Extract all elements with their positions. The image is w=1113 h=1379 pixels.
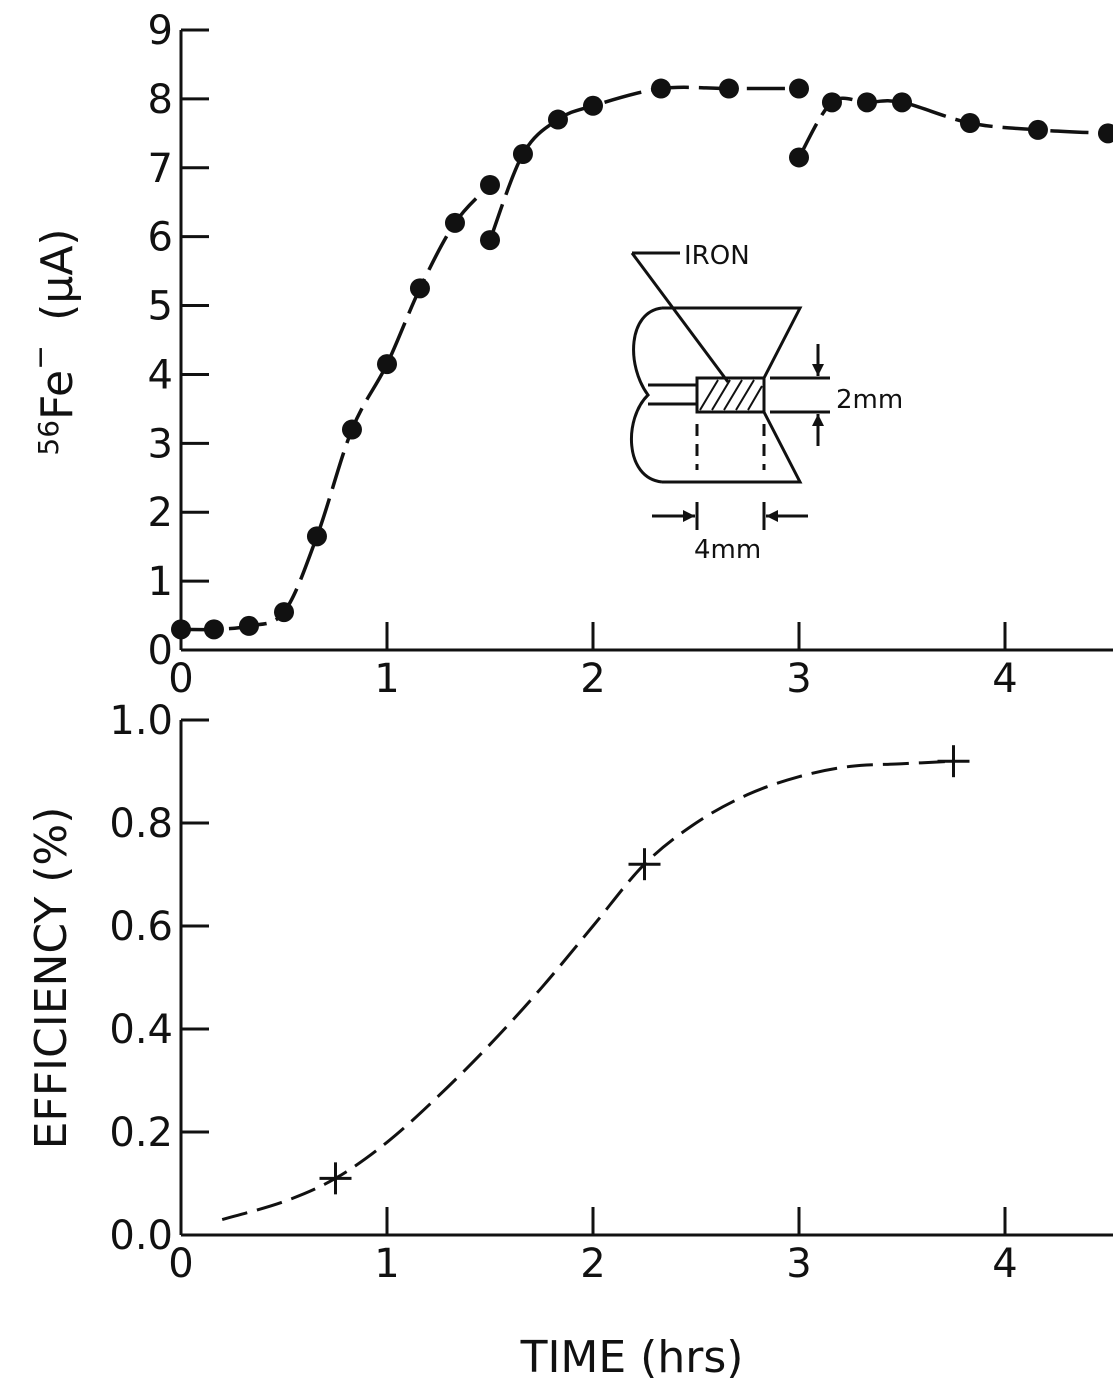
top-x-tick-label: 0 bbox=[168, 656, 193, 702]
bottom-data-points bbox=[319, 745, 970, 1195]
bottom-y-axis-label: EFFICIENCY (%) bbox=[26, 807, 77, 1150]
inset-arrowheads bbox=[683, 364, 824, 522]
top-data-point bbox=[444, 212, 465, 233]
top-data-point bbox=[480, 175, 500, 195]
top-data-point bbox=[856, 92, 877, 113]
top-y-tick-label: 9 bbox=[148, 8, 173, 54]
inset-hatching bbox=[699, 379, 763, 411]
top-chart: 0 1 2 3 4 5 6 7 8 9 0 1 2 3 4 56Fe−(µA) bbox=[23, 8, 1113, 702]
top-data-point bbox=[650, 78, 671, 99]
top-x-tick-label: 3 bbox=[786, 656, 811, 702]
inset-width-label: 4mm bbox=[694, 535, 761, 565]
top-data-point bbox=[238, 615, 259, 636]
top-y-tick-label: 7 bbox=[148, 146, 173, 192]
inset-iron-leader bbox=[630, 252, 730, 383]
top-data-point bbox=[512, 144, 533, 164]
top-y-tick-label: 5 bbox=[148, 284, 173, 330]
inset-gap-label: 2mm bbox=[836, 385, 903, 415]
top-curve-segment bbox=[797, 96, 1109, 159]
top-curve-segment bbox=[488, 85, 799, 241]
bottom-axes: 0.0 0.2 0.4 0.6 0.8 1.0 0 1 2 3 4 bbox=[109, 698, 1113, 1287]
top-data-point bbox=[409, 278, 430, 299]
top-y-tick-label: 6 bbox=[148, 215, 173, 261]
top-data-point bbox=[1027, 119, 1048, 140]
inset-rod-loop bbox=[630, 306, 663, 484]
inset-iron-insert bbox=[695, 376, 766, 414]
top-curve-segment bbox=[180, 183, 492, 632]
top-x-tick-label: 2 bbox=[580, 656, 605, 702]
top-data-point bbox=[789, 147, 809, 168]
top-x-tick-label: 4 bbox=[992, 656, 1017, 702]
top-y-tick-label: 1 bbox=[148, 559, 173, 605]
x-axis-label: TIME (hrs) bbox=[520, 1332, 744, 1379]
top-y-axis-label: 56Fe−(µA) bbox=[23, 228, 83, 455]
bottom-dashed-curve bbox=[221, 759, 954, 1221]
top-data-point bbox=[480, 230, 500, 251]
bottom-curve-path bbox=[221, 759, 954, 1221]
bottom-y-tick-label: 0.6 bbox=[109, 904, 173, 950]
top-axes: 0 1 2 3 4 5 6 7 8 9 0 1 2 3 4 bbox=[148, 8, 1113, 702]
bottom-x-tick-label: 1 bbox=[374, 1241, 399, 1287]
inset-diagram bbox=[630, 251, 830, 530]
top-data-point bbox=[547, 109, 568, 130]
bottom-x-tick-label: 2 bbox=[580, 1241, 605, 1287]
top-data-point bbox=[821, 92, 842, 113]
bottom-x-tick-label: 4 bbox=[992, 1241, 1017, 1287]
bottom-x-tick-label: 0 bbox=[168, 1241, 193, 1287]
top-data-point bbox=[306, 526, 327, 547]
top-y-tick-label: 4 bbox=[148, 352, 173, 398]
top-data-point bbox=[718, 78, 739, 99]
top-data-point bbox=[789, 78, 809, 99]
top-data-point bbox=[171, 619, 191, 640]
bottom-y-tick-label: 0.4 bbox=[109, 1007, 173, 1053]
inset-body-outline bbox=[662, 306, 803, 484]
top-x-tick-label: 1 bbox=[374, 656, 399, 702]
bottom-y-tick-label: 0.0 bbox=[109, 1213, 173, 1259]
top-dashed-curve bbox=[180, 85, 1109, 632]
inset-iron-label: IRON bbox=[684, 241, 750, 271]
top-data-point bbox=[203, 619, 224, 640]
top-data-point bbox=[1098, 123, 1113, 144]
bottom-chart: 0.0 0.2 0.4 0.6 0.8 1.0 0 1 2 3 4 EFFICIENCY (%) T… bbox=[26, 698, 1113, 1379]
top-y-tick-label: 8 bbox=[148, 77, 173, 123]
top-data-points bbox=[171, 78, 1113, 640]
top-data-point bbox=[274, 602, 294, 623]
top-y-tick-label: 2 bbox=[148, 490, 173, 536]
top-data-point bbox=[892, 92, 912, 113]
bottom-y-tick-label: 1.0 bbox=[109, 698, 173, 744]
top-data-point bbox=[583, 95, 603, 116]
top-y-tick-label: 3 bbox=[148, 421, 173, 467]
bottom-x-tick-label: 3 bbox=[786, 1241, 811, 1287]
bottom-y-tick-label: 0.8 bbox=[109, 801, 173, 847]
top-y-axis-label-text: 56Fe−(µA) bbox=[23, 228, 83, 455]
top-data-point bbox=[377, 354, 397, 375]
top-y-tick-label: 0 bbox=[148, 628, 173, 674]
top-data-point bbox=[341, 419, 362, 440]
top-data-point bbox=[959, 113, 980, 133]
bottom-y-tick-label: 0.2 bbox=[109, 1110, 173, 1156]
